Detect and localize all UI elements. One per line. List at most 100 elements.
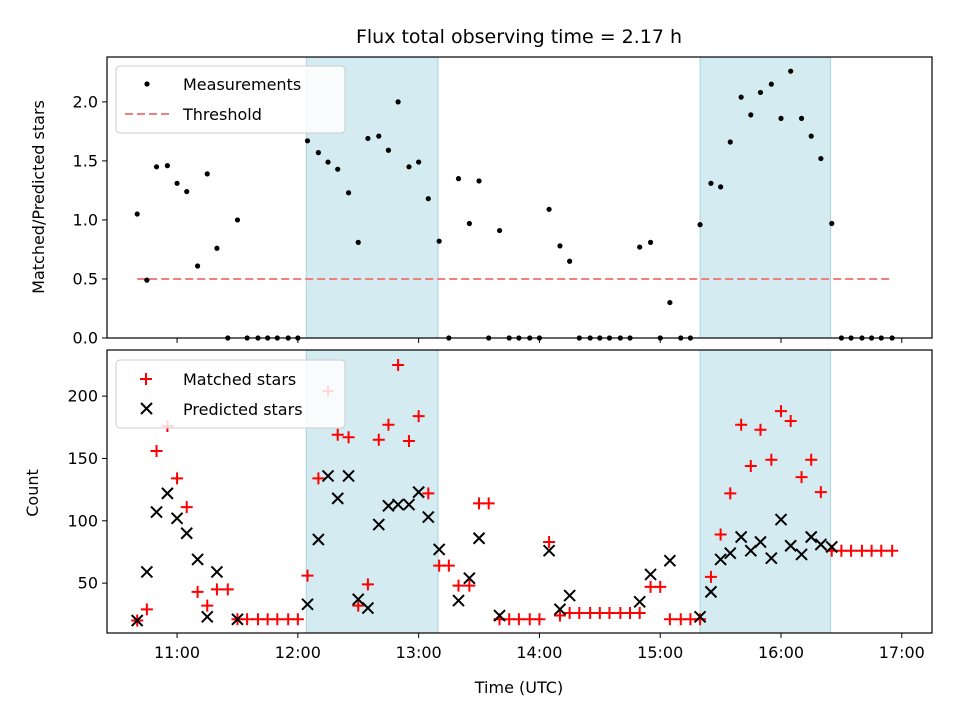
predicted-star-point: [472, 532, 486, 545]
matched-stars-points: [131, 358, 899, 627]
top-y-axis: 0.0 0.5 1.0 1.5 2.0: [73, 92, 107, 348]
top-y-tick-label: 1.0: [73, 210, 98, 229]
predicted-star-point: [412, 485, 425, 499]
predicted-star-point: [231, 613, 244, 626]
measurement-point: [637, 244, 643, 250]
measurement-point: [778, 115, 784, 121]
matched-star-point: [533, 613, 546, 626]
predicted-star-point: [805, 530, 818, 544]
measurement-point: [355, 239, 361, 245]
predicted-star-point: [452, 594, 465, 607]
predicted-star-point: [784, 539, 797, 552]
predicted-star-point: [180, 527, 193, 540]
top-panel: 0.00.51.01.52.0 Matched/Predicted stars …: [29, 56, 933, 348]
matched-star-point: [412, 410, 425, 423]
matched-star-point: [301, 569, 314, 582]
predicted-star-point: [795, 548, 808, 561]
x-axis-label: Time (UTC): [474, 678, 563, 697]
measurement-point: [455, 176, 462, 182]
measurement-point: [708, 180, 714, 186]
predicted-star-point: [633, 595, 646, 609]
measurement-point: [174, 180, 180, 186]
measurement-point: [757, 89, 764, 96]
chart-title: Flux total observing time = 2.17 h: [356, 26, 682, 48]
matched-star-point: [312, 472, 325, 485]
predicted-star-point: [140, 565, 154, 579]
measurement-point: [144, 277, 150, 283]
measurement-point: [425, 196, 431, 202]
measurement-point: [727, 139, 733, 145]
predicted-star-point: [402, 498, 416, 511]
measurement-point: [345, 190, 352, 196]
matched-star-point: [654, 580, 667, 593]
measurement-point: [748, 112, 754, 118]
matched-star-point: [150, 444, 163, 457]
predicted-star-point: [150, 505, 163, 519]
measurement-point: [466, 220, 472, 227]
predicted-star-point: [331, 492, 344, 505]
predicted-star-point: [463, 571, 476, 585]
measurement-point: [406, 164, 412, 170]
matched-star-point: [694, 613, 707, 626]
measurement-point: [647, 239, 654, 245]
predicted-star-point: [553, 603, 567, 616]
measurement-point: [697, 222, 703, 228]
legend-measurements-marker: [144, 81, 150, 87]
top-x-ticks: [176, 338, 903, 343]
x-tick-label: 16:00: [758, 643, 804, 662]
predicted-star-point: [724, 547, 737, 560]
legend-threshold-label: Threshold: [182, 105, 262, 124]
predicted-star-point: [432, 543, 446, 556]
measurement-point: [325, 159, 331, 165]
matched-star-point: [573, 607, 586, 620]
measurement-point: [304, 138, 311, 144]
bottom-axes-frame: [106, 349, 933, 634]
predicted-star-point: [493, 609, 506, 622]
matched-star-point: [754, 423, 767, 436]
x-tick-label: 17:00: [879, 643, 925, 662]
measurement-point: [718, 184, 724, 190]
legend-matched-label: Matched stars: [183, 370, 296, 389]
matched-star-point: [512, 613, 525, 626]
predicted-star-point: [644, 568, 657, 581]
predicted-star-point: [201, 610, 214, 624]
bottom-x-axis: 11:00 12:00 13:00 14:00 15:00 16:00 17:00: [154, 633, 925, 662]
matched-star-point: [191, 585, 204, 598]
predicted-star-point: [130, 614, 144, 627]
matched-star-point: [452, 579, 465, 592]
measurement-point: [376, 133, 382, 139]
measurement-point: [164, 163, 170, 169]
measurement-point: [496, 227, 503, 234]
bottom-panel: 50 100 150 200 11:00 12:00 13:00 14:00 15:00 16:…: [23, 349, 933, 697]
matched-star-point: [735, 418, 748, 431]
matched-star-point: [291, 613, 304, 626]
matched-star-point: [886, 544, 899, 557]
measurement-point: [214, 245, 220, 251]
matched-star-point: [241, 613, 254, 626]
predicted-star-point: [754, 535, 767, 549]
x-tick-label: 11:00: [154, 643, 200, 662]
matched-star-point: [392, 358, 405, 371]
predicted-stars-points: [130, 469, 838, 627]
predicted-star-point: [714, 553, 727, 566]
top-y-tick-label: 2.0: [73, 92, 98, 111]
matched-star-point: [442, 559, 455, 572]
measurement-points: [134, 68, 895, 341]
measurement-point: [567, 258, 573, 264]
top-y-tick-label: 0.0: [73, 329, 98, 348]
bot-y-tick-label: 200: [67, 387, 98, 406]
legend-predicted-label: Predicted stars: [183, 400, 303, 419]
top-legend-box: [115, 65, 346, 134]
measurement-point: [234, 217, 241, 223]
matched-star-point: [352, 599, 365, 612]
measurement-point: [436, 238, 442, 244]
bot-shaded-interval-1: [699, 349, 832, 634]
measurement-point: [395, 99, 401, 105]
measurement-point: [788, 68, 794, 74]
x-tick-label: 15:00: [637, 643, 683, 662]
predicted-star-point: [422, 510, 435, 524]
bottom-legend: Matched stars Predicted stars: [115, 359, 346, 429]
measurement-point: [557, 243, 563, 249]
predicted-star-point: [352, 593, 365, 606]
